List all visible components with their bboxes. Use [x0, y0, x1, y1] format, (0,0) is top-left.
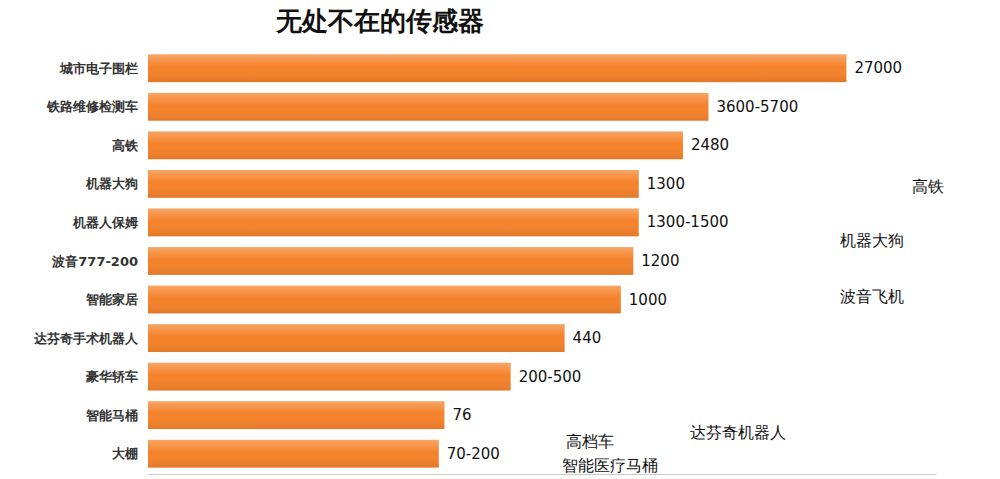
category-label: 波音777-200 — [51, 254, 138, 269]
data-label: 1300 — [647, 175, 685, 193]
bar — [148, 363, 511, 391]
bar-shading — [148, 170, 639, 198]
chart: 无处不在的传感器城市电子围栏铁路维修检测车高铁机器大狗机器人保姆波音777-20… — [0, 0, 1000, 479]
bar-shading — [148, 363, 511, 391]
bar — [148, 54, 846, 82]
data-label: 27000 — [854, 59, 902, 77]
bar-shading — [148, 54, 846, 82]
caption: 高铁 — [912, 177, 944, 196]
bar — [148, 131, 683, 159]
caption: 机器大狗 — [840, 231, 904, 250]
bar-shading — [148, 93, 708, 121]
data-label: 1200 — [641, 252, 679, 270]
bar — [148, 324, 565, 352]
bar — [148, 209, 639, 237]
caption: 高档车 — [566, 432, 614, 451]
bar-shading — [148, 247, 633, 275]
category-label: 智能马桶 — [85, 408, 138, 423]
x-axis — [149, 474, 937, 475]
y-axis: 城市电子围栏铁路维修检测车高铁机器大狗机器人保姆波音777-200 智能家居达芬奇… — [33, 61, 139, 461]
caption: 智能医疗马桶 — [562, 456, 658, 475]
category-label: 大棚 — [112, 446, 138, 461]
bar — [148, 440, 439, 468]
bar-shading — [148, 324, 565, 352]
bar-shading — [148, 401, 444, 429]
captions: 高铁机器大狗波音飞机达芬奇机器人 高档车智能医疗马桶 — [562, 177, 944, 475]
x-axis-line — [149, 474, 937, 475]
bar — [148, 247, 633, 275]
category-label: 达芬奇手术机器人 — [33, 331, 139, 346]
data-label: 440 — [573, 329, 602, 347]
category-label: 智能家居 — [85, 292, 138, 307]
data-labels: 27000 3600-5700 2480 1300 1300-1500 1200 1000 4… — [447, 59, 902, 462]
category-label: 机器大狗 — [85, 176, 138, 191]
title: 无处不在的传感器 — [275, 6, 484, 36]
data-label: 1000 — [629, 291, 667, 309]
category-label: 城市电子围栏 — [59, 61, 138, 76]
data-label: 200-500 — [519, 368, 582, 386]
data-label: 2480 — [691, 136, 729, 154]
category-label: 高铁 — [112, 138, 139, 153]
caption: 达芬奇机器人 — [690, 423, 786, 442]
bars — [148, 54, 846, 467]
bar — [148, 170, 639, 198]
data-label: 76 — [452, 406, 471, 424]
bar — [148, 286, 621, 314]
caption: 波音飞机 — [840, 287, 904, 306]
category-label: 机器人保姆 — [72, 215, 138, 230]
bar — [148, 93, 708, 121]
data-label: 1300-1500 — [647, 213, 729, 231]
category-label: 铁路维修检测车 — [46, 99, 138, 114]
bar-shading — [148, 286, 621, 314]
data-label: 3600-5700 — [716, 98, 798, 116]
data-label: 70-200 — [447, 445, 500, 463]
category-label: 豪华轿车 — [85, 369, 138, 384]
bar — [148, 401, 444, 429]
bar-shading — [148, 131, 683, 159]
bar-shading — [148, 440, 439, 468]
bar-shading — [148, 209, 639, 237]
